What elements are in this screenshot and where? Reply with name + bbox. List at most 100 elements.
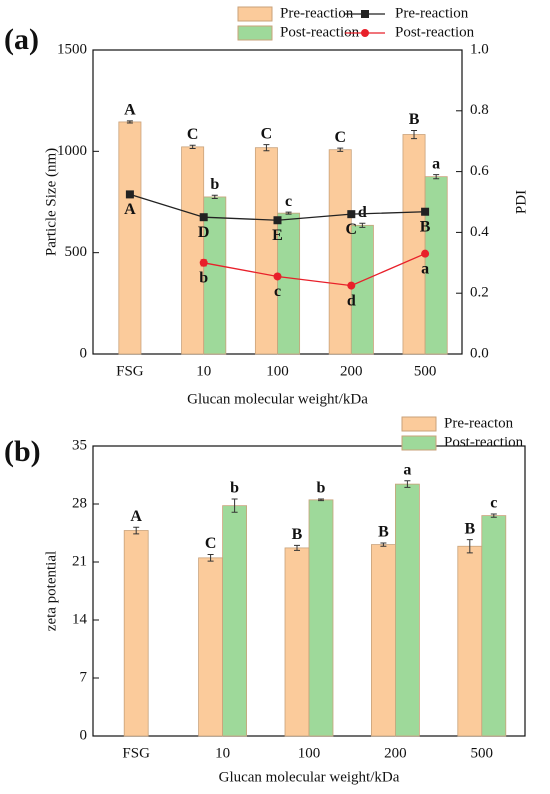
y2-tick-label: 1.0 [470, 41, 489, 57]
significance-letter: B [420, 218, 431, 235]
legend-swatch [401, 416, 437, 432]
x-tick-label: FSG [122, 745, 150, 761]
significance-letter: b [317, 480, 326, 497]
y2-axis-label: PDI [513, 190, 529, 214]
y2-tick-label: 0.4 [470, 224, 489, 240]
x-tick-label: 100 [266, 363, 289, 379]
bar [123, 530, 149, 737]
error-bar [490, 513, 497, 518]
bar [350, 224, 374, 355]
significance-letter: d [347, 292, 356, 309]
error-bar [285, 211, 292, 215]
bar [118, 121, 142, 355]
marker [125, 190, 134, 199]
significance-letter: C [205, 535, 217, 552]
x-tick-label: FSG [116, 363, 144, 379]
legend-swatch [237, 25, 273, 41]
y2-tick-label: 0.8 [470, 102, 489, 118]
x-tick-label: 200 [384, 745, 407, 761]
x-tick-label: 500 [471, 745, 494, 761]
significance-letter: a [403, 461, 411, 478]
y-axis-label: Particle Size (nm) [43, 148, 59, 256]
legend-label: Post-reaction [444, 434, 524, 450]
bar [198, 557, 224, 737]
significance-letter: B [409, 111, 420, 128]
bar [370, 544, 396, 737]
legend-swatch [237, 6, 273, 22]
y2-tick-label: 0.2 [470, 285, 489, 301]
legend-label: Pre-reacton [444, 415, 514, 431]
significance-letter: C [334, 129, 346, 146]
error-bar [380, 542, 387, 547]
significance-letter: b [199, 269, 208, 286]
error-bar [231, 498, 238, 513]
marker [421, 249, 430, 258]
legend-label: Pre-reaction [280, 5, 354, 21]
marker [199, 213, 208, 222]
significance-letter: a [421, 260, 429, 277]
significance-letter: B [292, 526, 303, 543]
error-bar [133, 526, 140, 535]
y2-tick-label: 0.6 [470, 163, 489, 179]
panel-label: (b) [4, 435, 41, 468]
significance-letter: B [378, 524, 389, 541]
significance-letter: E [272, 227, 283, 244]
legend-swatch [401, 435, 437, 451]
error-bar [189, 144, 196, 149]
error-bar [294, 544, 300, 551]
y-axis-label: zeta potential [43, 551, 59, 631]
significance-letter: A [124, 102, 136, 119]
error-bar [433, 174, 440, 180]
x-tick-label: 10 [196, 363, 211, 379]
significance-letter: a [432, 155, 440, 172]
y-tick-label: 14 [72, 611, 88, 627]
x-tick-label: 200 [340, 363, 363, 379]
marker [199, 258, 208, 267]
panel-label: (a) [4, 23, 39, 56]
y-tick-label: 0 [80, 345, 88, 361]
bar [222, 505, 248, 737]
significance-letter: A [124, 201, 136, 218]
significance-letter: C [187, 126, 199, 143]
x-axis-label: Glucan molecular weight/kDa [187, 391, 368, 407]
error-bar [318, 498, 324, 502]
marker [273, 272, 282, 281]
y-tick-label: 1500 [57, 41, 87, 57]
bar [181, 146, 205, 355]
significance-letter: C [346, 221, 358, 238]
legend-label: Post-reaction [395, 24, 475, 40]
significance-letter: b [210, 176, 219, 193]
marker [421, 207, 430, 216]
error-bar [211, 194, 218, 200]
line [203, 253, 426, 287]
significance-letter: C [261, 125, 273, 142]
bar [481, 515, 507, 737]
marker [347, 281, 356, 290]
y2-tick-label: 0.0 [470, 345, 489, 361]
legend-marker [361, 29, 369, 37]
marker [347, 210, 356, 219]
error-bar [337, 147, 344, 152]
significance-letter: c [490, 495, 497, 512]
x-axis-label: Glucan molecular weight/kDa [219, 769, 400, 785]
error-bar [126, 120, 133, 124]
error-bar [359, 222, 366, 228]
y-tick-label: 21 [72, 553, 87, 569]
error-bar [263, 144, 270, 152]
y-tick-label: 1000 [57, 143, 87, 159]
y-tick-label: 500 [65, 244, 88, 260]
bar [254, 147, 278, 355]
legend-label: Post-reaction [280, 24, 360, 40]
bar [402, 134, 426, 355]
significance-letter: c [274, 283, 281, 300]
error-bar [411, 129, 418, 140]
legend-label: Pre-reaction [395, 5, 469, 21]
significance-letter: c [285, 193, 292, 210]
bar [457, 545, 483, 737]
x-tick-label: 500 [414, 363, 437, 379]
bar [394, 483, 420, 737]
significance-letter: d [358, 204, 367, 221]
error-bar [207, 554, 214, 562]
error-bar [466, 539, 473, 554]
